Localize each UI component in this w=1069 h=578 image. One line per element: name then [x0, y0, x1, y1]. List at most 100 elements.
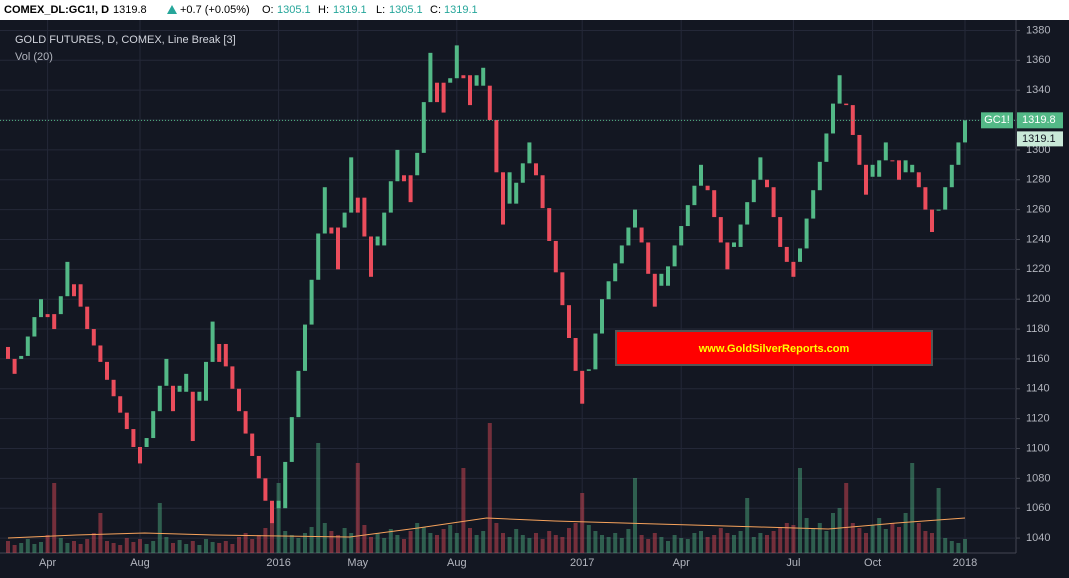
volume-bar: [118, 545, 123, 553]
brick: [19, 355, 24, 359]
brick: [804, 218, 809, 249]
brick: [824, 133, 829, 162]
volume-bar: [877, 518, 882, 553]
x-tick-label: May: [347, 557, 368, 569]
volume-bar: [626, 529, 631, 553]
brick: [369, 236, 373, 277]
volume-bar: [699, 531, 703, 553]
volume-bar: [784, 523, 789, 553]
brick: [633, 209, 637, 228]
volume-bar: [751, 537, 756, 553]
brick: [32, 317, 37, 337]
volume-bar: [494, 523, 499, 553]
brick: [672, 245, 677, 267]
brick: [85, 306, 90, 330]
volume-bar: [956, 543, 961, 553]
volume-bar: [765, 535, 769, 553]
brick: [6, 346, 10, 359]
brick: [903, 160, 908, 173]
brick: [91, 329, 96, 346]
x-tick-label: Aug: [447, 557, 467, 569]
brick: [237, 388, 241, 412]
volume-ma: [7, 517, 966, 539]
volume-bar: [963, 539, 967, 553]
brick: [190, 391, 195, 442]
brick: [124, 412, 129, 430]
volume-bar: [659, 537, 664, 553]
y-tick-label: 1120: [1026, 413, 1050, 425]
volume-bar: [256, 535, 261, 553]
volume-bar: [388, 529, 393, 553]
volume-bar: [883, 529, 888, 553]
last: 1319.8: [113, 4, 147, 16]
h-label: H:: [318, 4, 329, 16]
brick: [342, 212, 347, 228]
brick: [375, 236, 380, 246]
volume-bar: [567, 528, 571, 553]
brick: [303, 324, 307, 371]
volume-bar: [837, 508, 842, 553]
volume-bar: [606, 537, 611, 553]
volume-bar: [237, 537, 241, 553]
brick: [118, 396, 123, 413]
brick: [771, 187, 776, 218]
brick: [883, 142, 888, 161]
brick: [197, 391, 202, 401]
brick: [870, 164, 875, 177]
l-value: 1305.1: [389, 4, 423, 16]
brick: [25, 336, 30, 356]
brick: [732, 242, 736, 247]
volume-bar: [52, 483, 57, 553]
brick: [395, 149, 400, 182]
x-tick-label: Apr: [673, 557, 690, 569]
volume-bar: [171, 543, 175, 553]
watermark: www.GoldSilverReports.com: [698, 343, 850, 355]
volume-bar: [501, 533, 505, 553]
y-tick-label: 1040: [1026, 532, 1050, 544]
brick: [784, 246, 789, 262]
brick: [428, 52, 433, 103]
brick: [250, 433, 255, 456]
brick: [798, 248, 802, 262]
brick: [619, 245, 624, 264]
volume-bar: [316, 443, 321, 553]
volume-bar: [553, 535, 558, 553]
volume-bar: [217, 543, 222, 553]
x-tick-label: 2018: [953, 557, 977, 569]
brick: [223, 343, 228, 367]
brick: [487, 85, 492, 121]
volume-bar: [223, 541, 228, 553]
volume-bar: [481, 531, 486, 553]
volume-bar: [230, 544, 235, 553]
brick: [322, 187, 327, 234]
volume-bar: [309, 527, 314, 553]
volume-bar: [461, 468, 466, 553]
volume-bar: [600, 535, 604, 553]
brick: [151, 411, 156, 439]
x-tick-label: 2017: [570, 557, 594, 569]
brick: [580, 370, 585, 404]
brick: [758, 157, 763, 180]
volume-bar: [778, 527, 783, 553]
volume-bar: [369, 537, 373, 553]
volume-bar: [25, 539, 30, 553]
brick: [58, 296, 63, 315]
volume-bar: [705, 537, 710, 553]
volume-bar: [586, 525, 591, 553]
volume-bar: [408, 531, 413, 553]
volume-bar: [329, 531, 334, 553]
volume-bar: [897, 527, 901, 553]
header-bar: [0, 0, 1069, 20]
y-tick-label: 1260: [1026, 204, 1050, 216]
volume-bar: [177, 540, 182, 553]
volume-bar: [448, 525, 453, 553]
volume-bar: [454, 533, 459, 553]
volume-bar: [58, 538, 63, 553]
y-tick-label: 1060: [1026, 502, 1050, 514]
brick: [685, 205, 690, 227]
volume-title: Vol (20): [15, 51, 53, 63]
volume-bar: [204, 539, 208, 553]
volume-bar: [718, 528, 723, 553]
brick: [243, 411, 248, 434]
brick: [78, 284, 83, 307]
